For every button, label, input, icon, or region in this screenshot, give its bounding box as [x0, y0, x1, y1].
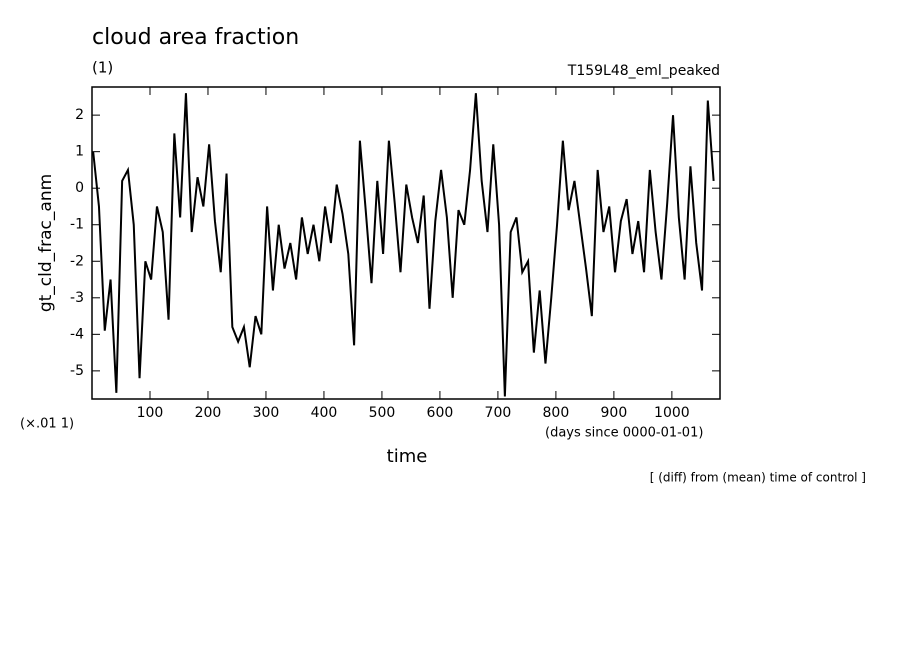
plot-frame [91, 86, 721, 400]
x-tick-label: 1000 [654, 405, 690, 421]
x-tick-label: 400 [311, 405, 338, 421]
chart-title: cloud area fraction [92, 25, 299, 50]
x-tick-label: 300 [253, 405, 280, 421]
y-tick-label: -1 [70, 217, 84, 233]
x-tick-label: 100 [137, 405, 164, 421]
x-tick-label: 900 [601, 405, 628, 421]
x-tick-label: 600 [427, 405, 454, 421]
x-unit: (days since 0000-01-01) [545, 426, 703, 441]
x-tick-label: 700 [485, 405, 512, 421]
footnote: [ (diff) from (mean) time of control ] [650, 471, 866, 485]
y-tick-label: 0 [75, 180, 84, 196]
x-axis-label: time [387, 446, 428, 467]
subtitle: (1) [92, 59, 113, 77]
y-unit: (×.01 1) [20, 417, 74, 432]
y-tick-label: -3 [70, 290, 84, 306]
run-label: T159L48_eml_peaked [567, 63, 720, 79]
y-tick-label: 2 [75, 107, 84, 123]
x-tick-label: 500 [369, 405, 396, 421]
y-axis-label: gt_cld_frac_anm [36, 174, 56, 312]
y-tick-label: -5 [70, 363, 84, 379]
data-line [92, 93, 715, 397]
y-tick-label: 1 [75, 144, 84, 160]
x-tick-label: 200 [195, 405, 222, 421]
x-tick-label: 800 [543, 405, 570, 421]
y-tick-label: -4 [70, 326, 84, 342]
y-tick-label: -2 [70, 253, 84, 269]
